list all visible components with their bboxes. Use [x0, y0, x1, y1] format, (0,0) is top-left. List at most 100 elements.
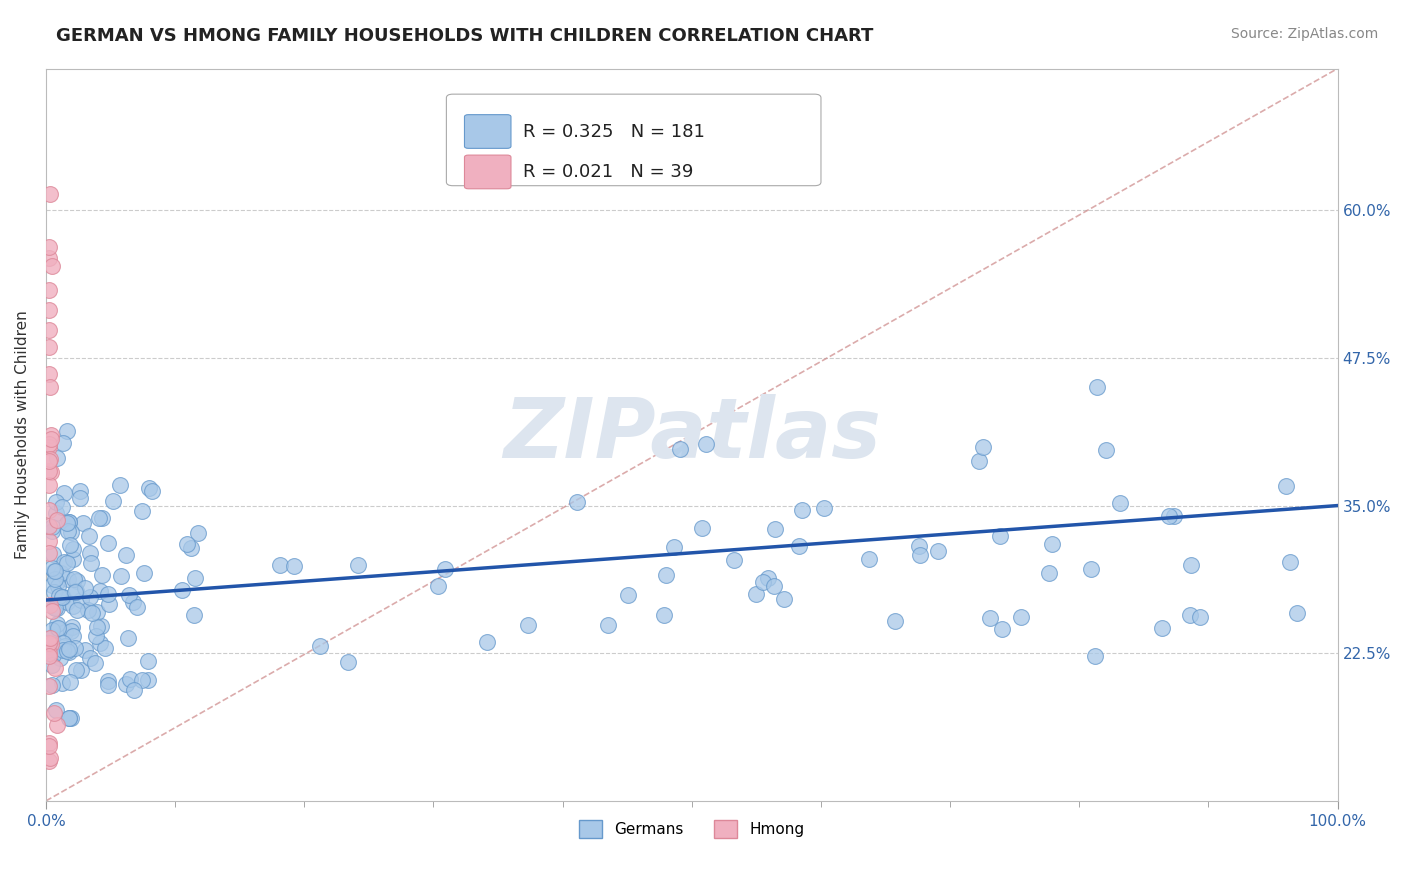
- Point: [1109, 495, 1132, 509]
- Point: [56, 595, 79, 609]
- Point: [792, 503, 814, 517]
- Point: [765, 523, 787, 537]
- Point: [1085, 380, 1108, 394]
- Point: [70, 664, 93, 678]
- Point: [967, 453, 990, 467]
- Point: [62, 599, 84, 614]
- Point: [39, 432, 62, 446]
- Point: [110, 569, 132, 583]
- Point: [884, 614, 907, 628]
- Point: [97, 678, 120, 692]
- Point: [89, 636, 111, 650]
- Point: [42, 644, 65, 658]
- FancyBboxPatch shape: [464, 155, 510, 189]
- FancyBboxPatch shape: [446, 95, 821, 186]
- Point: [763, 579, 786, 593]
- Point: [51, 590, 73, 604]
- Point: [690, 521, 713, 535]
- Point: [723, 553, 745, 567]
- Point: [41, 678, 63, 692]
- Point: [98, 597, 121, 611]
- Point: [53, 639, 76, 653]
- Point: [184, 571, 207, 585]
- Point: [63, 585, 86, 599]
- Point: [617, 588, 640, 602]
- Point: [42, 706, 65, 721]
- Point: [59, 624, 82, 639]
- Text: Source: ZipAtlas.com: Source: ZipAtlas.com: [1230, 27, 1378, 41]
- Point: [38, 367, 60, 381]
- Point: [39, 632, 62, 646]
- Point: [180, 541, 202, 555]
- Point: [1274, 478, 1296, 492]
- Point: [90, 567, 112, 582]
- Point: [38, 518, 60, 533]
- Point: [269, 558, 291, 573]
- Point: [813, 501, 835, 516]
- Point: [75, 642, 97, 657]
- Point: [131, 504, 153, 518]
- Point: [63, 572, 86, 586]
- Point: [51, 676, 73, 690]
- Point: [52, 635, 75, 649]
- Point: [596, 618, 619, 632]
- Point: [38, 739, 60, 754]
- Point: [101, 494, 124, 508]
- Point: [46, 621, 69, 635]
- Point: [38, 636, 60, 650]
- Point: [66, 603, 89, 617]
- Point: [756, 571, 779, 585]
- Point: [115, 548, 138, 562]
- Point: [115, 677, 138, 691]
- Point: [52, 555, 75, 569]
- Point: [62, 629, 84, 643]
- Point: [39, 751, 62, 765]
- Point: [79, 546, 101, 560]
- Point: [42, 640, 65, 655]
- Point: [38, 649, 60, 664]
- Point: [46, 621, 69, 635]
- Point: [94, 641, 117, 656]
- Point: [79, 651, 101, 665]
- Point: [39, 452, 62, 467]
- Point: [42, 564, 65, 578]
- Point: [86, 605, 108, 619]
- Point: [110, 478, 132, 492]
- Point: [176, 537, 198, 551]
- Point: [62, 542, 84, 557]
- Point: [908, 549, 931, 563]
- Point: [122, 683, 145, 698]
- Point: [655, 568, 678, 582]
- Point: [58, 515, 80, 529]
- Point: [1163, 508, 1185, 523]
- Point: [1084, 648, 1107, 663]
- Point: [695, 437, 717, 451]
- Point: [990, 622, 1012, 636]
- Point: [70, 592, 93, 607]
- Point: [97, 536, 120, 550]
- Point: [118, 588, 141, 602]
- Point: [751, 575, 773, 590]
- Text: GERMAN VS HMONG FAMILY HOUSEHOLDS WITH CHILDREN CORRELATION CHART: GERMAN VS HMONG FAMILY HOUSEHOLDS WITH C…: [56, 27, 873, 45]
- Point: [141, 483, 163, 498]
- Point: [46, 579, 69, 593]
- Point: [56, 644, 79, 658]
- Point: [73, 581, 96, 595]
- Point: [83, 656, 105, 670]
- Point: [39, 465, 62, 479]
- Point: [1095, 442, 1118, 457]
- Point: [77, 528, 100, 542]
- Point: [1180, 558, 1202, 573]
- Y-axis label: Family Households with Children: Family Households with Children: [15, 310, 30, 559]
- Point: [56, 516, 79, 531]
- Point: [52, 486, 75, 500]
- Point: [565, 495, 588, 509]
- Point: [41, 560, 63, 574]
- Text: R = 0.325   N = 181: R = 0.325 N = 181: [523, 122, 704, 141]
- Point: [117, 631, 139, 645]
- Point: [38, 464, 60, 478]
- Point: [41, 623, 63, 637]
- Point: [38, 754, 60, 768]
- Point: [136, 673, 159, 688]
- Point: [516, 618, 538, 632]
